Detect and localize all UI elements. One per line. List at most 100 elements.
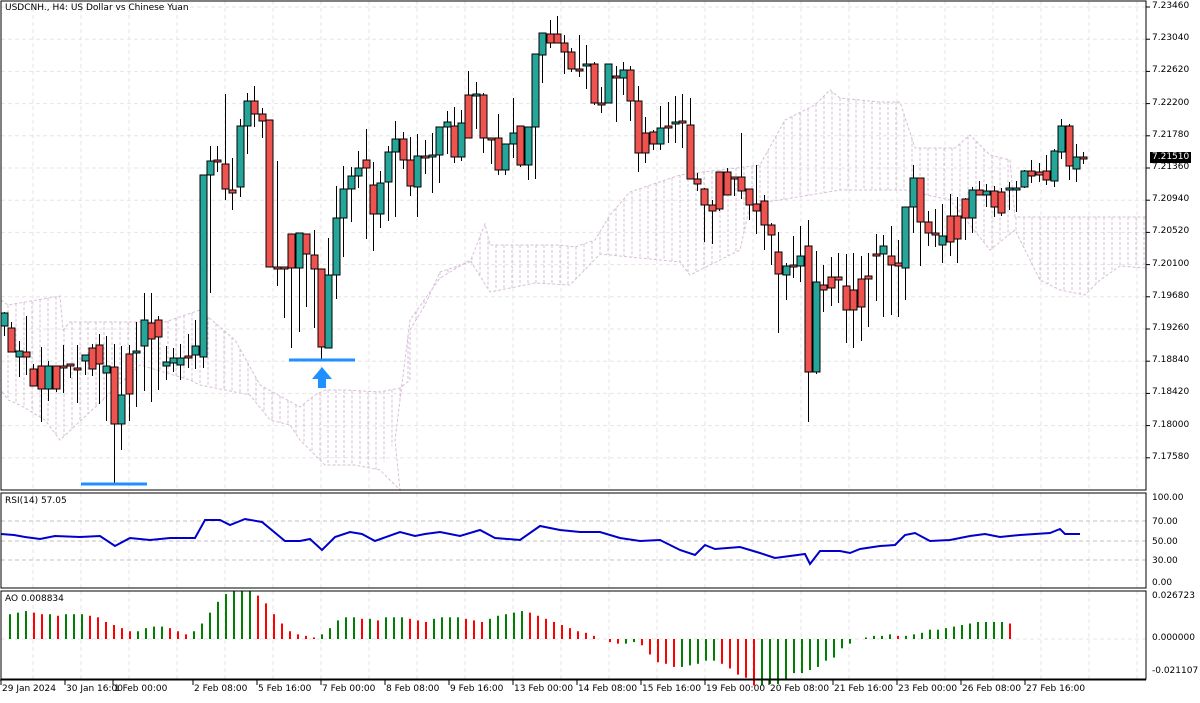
- bull-candle: [619, 69, 628, 79]
- bull-candle: [391, 138, 400, 153]
- bull-candle: [457, 122, 466, 158]
- bear-candle: [730, 176, 739, 180]
- time-label: 20 Feb 08:00: [770, 684, 830, 694]
- bear-candle: [737, 176, 746, 192]
- bear-candle: [961, 198, 970, 219]
- price-label: 7.18840: [1152, 355, 1190, 366]
- bull-candle: [782, 265, 791, 276]
- price-label: 7.20940: [1152, 194, 1190, 205]
- bear-candle: [487, 137, 496, 141]
- bear-candle: [147, 322, 156, 340]
- time-label: 2 Feb 08:00: [194, 684, 248, 694]
- bear-candle: [110, 366, 119, 425]
- bear-candle: [302, 233, 311, 255]
- rsi-label: 100.00: [1152, 493, 1184, 503]
- bear-candle: [464, 94, 473, 139]
- bear-candle: [997, 191, 1006, 214]
- bear-candle: [273, 266, 282, 270]
- bear-candle: [1027, 170, 1036, 177]
- bear-candle: [59, 365, 68, 369]
- bear-candle: [894, 262, 903, 267]
- bull-candle: [176, 357, 185, 366]
- bear-candle: [1042, 170, 1051, 181]
- bear-candle: [369, 184, 378, 215]
- bear-candle: [221, 163, 230, 190]
- price-label: 7.22200: [1152, 97, 1190, 108]
- bull-candle: [1050, 150, 1059, 182]
- bull-candle: [538, 32, 547, 56]
- bull-candle: [206, 160, 215, 176]
- bull-candle: [140, 319, 149, 347]
- bull-candle: [524, 126, 533, 166]
- bear-candle: [715, 171, 724, 210]
- price-label: 7.20100: [1152, 258, 1190, 269]
- bull-candle: [1057, 125, 1066, 153]
- bull-candle: [501, 143, 510, 171]
- bear-candle: [916, 177, 925, 223]
- bull-candle: [354, 167, 363, 177]
- bull-candle: [1012, 187, 1021, 191]
- current-price-tag: 7.21510: [1150, 152, 1192, 163]
- price-label: 7.22620: [1152, 65, 1190, 76]
- bear-candle: [1065, 125, 1074, 167]
- panel-frame: [0, 0, 1147, 491]
- bear-candle: [686, 124, 695, 180]
- bear-candle: [22, 351, 31, 358]
- bear-candle: [767, 224, 776, 236]
- bear-candle: [975, 189, 984, 196]
- bull-candle: [1005, 187, 1014, 191]
- price-label: 7.18000: [1152, 419, 1190, 430]
- bear-candle: [184, 355, 193, 359]
- rsi-title: RSI(14) 57.05: [5, 496, 67, 506]
- bear-candle: [827, 276, 836, 289]
- bear-candle: [553, 33, 562, 44]
- bull-candle: [582, 63, 591, 67]
- bull-candle: [671, 121, 680, 125]
- time-label: 21 Feb 16:00: [834, 684, 894, 694]
- panel-frame: [0, 492, 1147, 589]
- bear-candle: [73, 367, 82, 371]
- bear-candle: [774, 251, 783, 275]
- ao-title: AO 0.008834: [5, 594, 64, 604]
- time-label: 14 Feb 08:00: [578, 684, 638, 694]
- time-label: 9 Feb 16:00: [450, 684, 504, 694]
- bear-candle: [597, 102, 606, 106]
- time-label: 30 Jan 16:00: [66, 684, 123, 694]
- bull-candle: [162, 361, 171, 367]
- bear-candle: [399, 138, 408, 161]
- bull-candle: [509, 132, 518, 145]
- time-label: 29 Jan 2024: [2, 684, 56, 694]
- rsi-line: [0, 517, 1080, 566]
- bull-candle: [812, 281, 821, 373]
- bear-candle: [857, 278, 866, 308]
- bear-candle: [1035, 171, 1044, 176]
- bull-candle: [472, 93, 481, 97]
- bear-candle: [154, 319, 163, 338]
- bear-candle: [258, 113, 267, 122]
- bear-candle: [516, 125, 525, 166]
- bull-candle: [435, 126, 444, 156]
- bear-candle: [953, 215, 962, 240]
- bull-candle: [968, 189, 977, 219]
- bull-candle: [982, 190, 991, 196]
- bull-candle: [243, 100, 252, 127]
- time-label: 5 Feb 16:00: [258, 684, 312, 694]
- bear-candle: [872, 253, 881, 257]
- bear-candle: [95, 344, 104, 365]
- bull-candle: [0, 312, 9, 327]
- bull-candle: [117, 394, 126, 425]
- bear-candle: [887, 255, 896, 266]
- bear-candle: [849, 289, 858, 311]
- bull-candle: [938, 235, 947, 246]
- price-label: 7.18420: [1152, 387, 1190, 398]
- bear-candle: [864, 275, 873, 280]
- bear-candle: [634, 100, 643, 154]
- bear-candle: [37, 365, 46, 390]
- bull-candle: [909, 177, 918, 208]
- price-label: 7.21360: [1152, 162, 1190, 172]
- ao-label: 0.026723: [1152, 591, 1195, 601]
- bear-candle: [931, 232, 940, 236]
- time-label: 15 Feb 16:00: [642, 684, 702, 694]
- bear-candle: [213, 159, 222, 163]
